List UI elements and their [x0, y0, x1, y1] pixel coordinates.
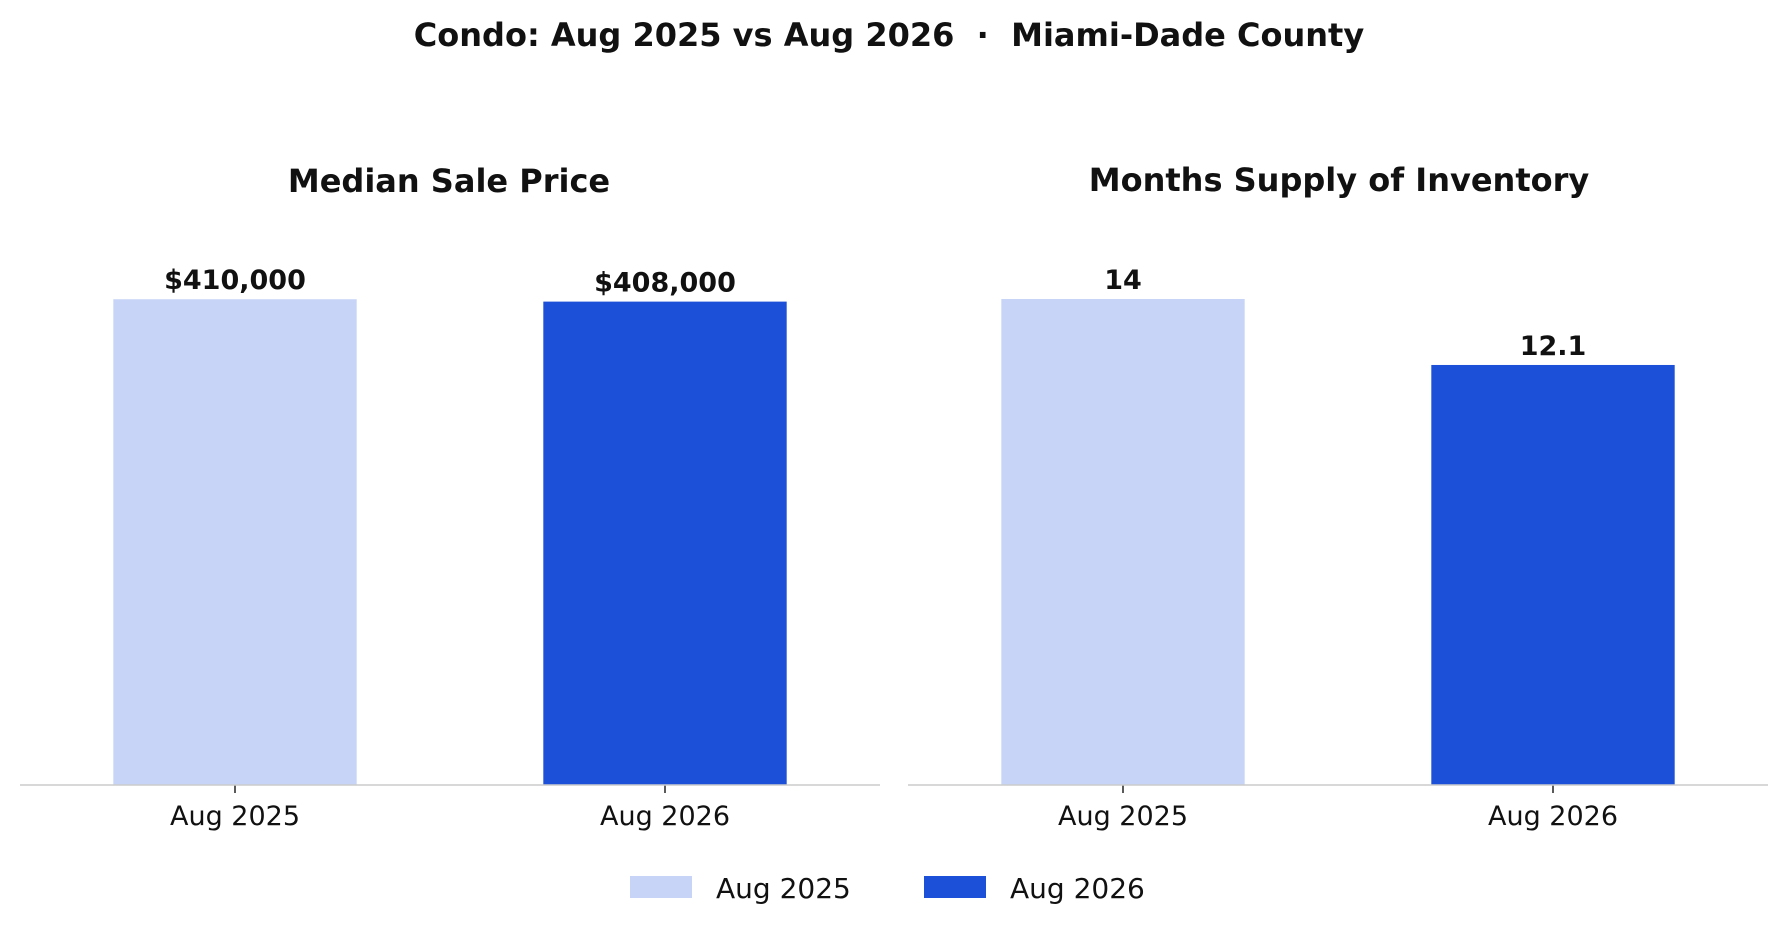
- legend: Aug 2025 Aug 2026: [630, 872, 1145, 905]
- data-label-aug-2025: 14: [1104, 265, 1142, 296]
- bar-aug-2025: [113, 299, 357, 785]
- bar-aug-2026: [543, 301, 787, 785]
- legend-label-aug-2026: Aug 2026: [1010, 872, 1145, 905]
- x-tick-label-aug-2025: Aug 2025: [1058, 801, 1188, 832]
- plot-area-median-sale-price: $410,000 Aug 2025 $408,000 Aug 2026: [20, 265, 880, 832]
- bar-aug-2026: [1431, 364, 1675, 785]
- x-tick-label-aug-2026: Aug 2026: [1488, 801, 1618, 832]
- data-label-aug-2026: $408,000: [594, 268, 736, 299]
- x-tick-label-aug-2025: Aug 2025: [170, 801, 300, 832]
- panel-median-sale-price: Median Sale Price $410,000 Aug 2025 $408,0…: [20, 162, 880, 832]
- panel-months-supply: Months Supply of Inventory 14 Aug 2025 12.…: [908, 161, 1768, 832]
- legend-swatch-aug-2025: [630, 876, 692, 898]
- plot-area-months-supply: 14 Aug 2025 12.1 Aug 2026: [908, 265, 1768, 832]
- panel-title-months-supply: Months Supply of Inventory: [1089, 161, 1590, 199]
- figure-suptitle: Condo: Aug 2025 vs Aug 2026 · Miami-Dade…: [414, 16, 1365, 54]
- x-tick-label-aug-2026: Aug 2026: [600, 801, 730, 832]
- panel-title-median-sale-price: Median Sale Price: [288, 162, 610, 200]
- data-label-aug-2026: 12.1: [1520, 331, 1587, 362]
- data-label-aug-2025: $410,000: [164, 265, 306, 296]
- legend-swatch-aug-2026: [924, 876, 986, 898]
- bar-aug-2025: [1001, 299, 1245, 785]
- legend-label-aug-2025: Aug 2025: [716, 872, 851, 905]
